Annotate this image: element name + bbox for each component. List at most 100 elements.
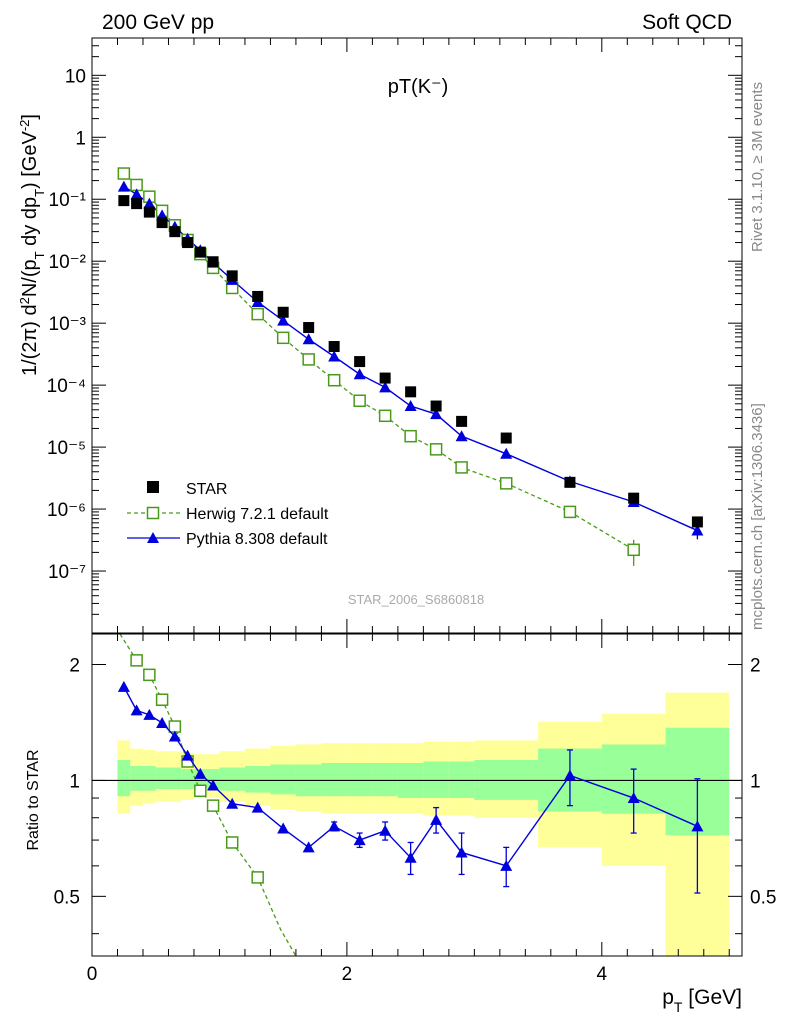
star-point xyxy=(691,516,703,528)
ratio-y-tick-label: 2 xyxy=(69,655,80,676)
ratio-pythia-point xyxy=(251,801,264,813)
main-y-tick-label: 10 xyxy=(65,66,86,87)
star-point xyxy=(628,492,640,504)
ratio-y-tick-label-right: 1 xyxy=(750,771,761,792)
star-point xyxy=(194,246,206,258)
pythia-point xyxy=(328,350,341,362)
ratio-herwig-point xyxy=(168,720,182,733)
watermark: STAR_2006_S6860818 xyxy=(348,592,484,607)
ratio-pythia-point xyxy=(500,859,513,871)
legend-herwig-marker xyxy=(146,506,160,520)
herwig-point xyxy=(455,461,468,474)
ratio-pythia-point xyxy=(130,704,143,716)
pythia-point xyxy=(130,188,143,200)
star-point xyxy=(169,226,181,238)
ratio-y-tick-label: 1 xyxy=(69,771,80,792)
ratio-band-inner xyxy=(219,767,245,791)
ratio-ylabel: Ratio to STAR xyxy=(25,749,42,850)
ratio-herwig-point xyxy=(206,799,220,812)
ratio-pythia-point xyxy=(168,730,181,742)
ratio-pythia-point xyxy=(627,792,640,804)
pythia-point xyxy=(353,368,366,380)
ratio-band-inner xyxy=(423,761,449,799)
legend-star-marker xyxy=(147,481,159,493)
herwig-point xyxy=(302,353,315,366)
herwig-point xyxy=(276,331,290,345)
pythia-line xyxy=(123,185,698,532)
pythia-point xyxy=(277,314,290,326)
star-point xyxy=(131,198,143,210)
legend-star-label: STAR xyxy=(186,481,227,498)
main-y-tick-label: 10⁻⁵ xyxy=(47,438,86,459)
ratio-pythia-point xyxy=(207,779,220,791)
pythia-point xyxy=(302,333,315,345)
ratio-pythia-point xyxy=(302,841,315,853)
star-point xyxy=(500,432,512,444)
herwig-point xyxy=(117,167,131,180)
ratio-panel: 0.5 0.5 1 1 2 2 0 2 4 xyxy=(54,633,776,985)
pythia-point xyxy=(455,430,468,442)
header-right: Soft QCD xyxy=(642,11,732,34)
pythia-point xyxy=(379,381,392,393)
ratio-y-tick-label-right: 0.5 xyxy=(750,887,776,908)
star-point xyxy=(182,237,194,249)
star-point xyxy=(564,476,576,488)
main-y-tick-label: 10⁻³ xyxy=(49,314,87,335)
header-left: 200 GeV pp xyxy=(102,11,214,34)
star-point xyxy=(456,415,468,427)
ratio-band-inner xyxy=(346,762,373,797)
herwig-point xyxy=(563,505,577,519)
x-tick-label: 4 xyxy=(597,964,608,985)
star-point xyxy=(405,386,417,398)
main-y-tick-label: 10⁻² xyxy=(49,252,87,273)
pythia-point xyxy=(143,197,156,209)
ratio-pythia-point xyxy=(691,820,704,832)
pythia-point xyxy=(691,524,704,536)
main-ylabel: 1/(2π) d2N/(pT dy dpT) [GeV-2] xyxy=(17,114,47,376)
ratio-herwig-point xyxy=(225,836,239,849)
star-point xyxy=(143,206,155,218)
star-point xyxy=(277,306,289,318)
ratio-herwig-point xyxy=(155,693,169,706)
ratio-herwig-line xyxy=(119,633,297,957)
ratio-y-tick-label-right: 2 xyxy=(750,655,761,676)
star-point xyxy=(252,290,264,302)
ratio-pythia-point xyxy=(143,708,156,720)
ratio-band-inner xyxy=(142,766,156,791)
main-y-tick-label: 1 xyxy=(75,128,86,149)
herwig-point xyxy=(327,373,341,387)
ratio-y-tick-label: 0.5 xyxy=(54,887,80,908)
main-y-tick-label: 10⁻⁴ xyxy=(47,376,86,397)
herwig-point xyxy=(378,409,392,423)
star-point xyxy=(207,256,219,268)
ratio-pythia-point xyxy=(328,820,341,832)
pythia-point xyxy=(117,180,130,192)
star-point xyxy=(226,270,238,282)
star-point xyxy=(156,217,168,229)
legend-pythia-label: Pythia 8.308 default xyxy=(186,531,328,548)
legend: STAR Herwig 7.2.1 default Pythia 8.308 d… xyxy=(127,481,329,548)
herwig-point xyxy=(429,443,443,456)
ratio-herwig-point xyxy=(251,871,264,884)
legend-item-star: STAR xyxy=(147,481,227,498)
ratio-band-inner xyxy=(372,762,398,797)
ratio-pythia-point xyxy=(226,797,239,809)
herwig-point xyxy=(627,543,640,557)
ratio-pythia-point xyxy=(379,824,392,836)
ratio-pythia-point xyxy=(404,851,417,863)
ratio-pythia-point xyxy=(563,769,576,781)
legend-item-herwig: Herwig 7.2.1 default xyxy=(127,506,329,523)
pythia-point xyxy=(500,447,513,459)
herwig-point xyxy=(353,394,366,407)
legend-item-pythia: Pythia 8.308 default xyxy=(127,531,328,548)
main-y-tick-label: 10⁻⁷ xyxy=(48,562,86,583)
star-point xyxy=(354,356,366,368)
main-y-tick-label: 10⁻⁶ xyxy=(47,500,86,521)
ratio-pythia-point xyxy=(117,680,130,692)
ratio-pythia-point xyxy=(430,813,443,825)
ratio-band-inner xyxy=(155,767,169,789)
rivet-version-label: Rivet 3.1.10, ≥ 3M events xyxy=(749,82,766,252)
ratio-frame xyxy=(91,633,743,957)
ratio-herwig-point xyxy=(143,668,156,682)
